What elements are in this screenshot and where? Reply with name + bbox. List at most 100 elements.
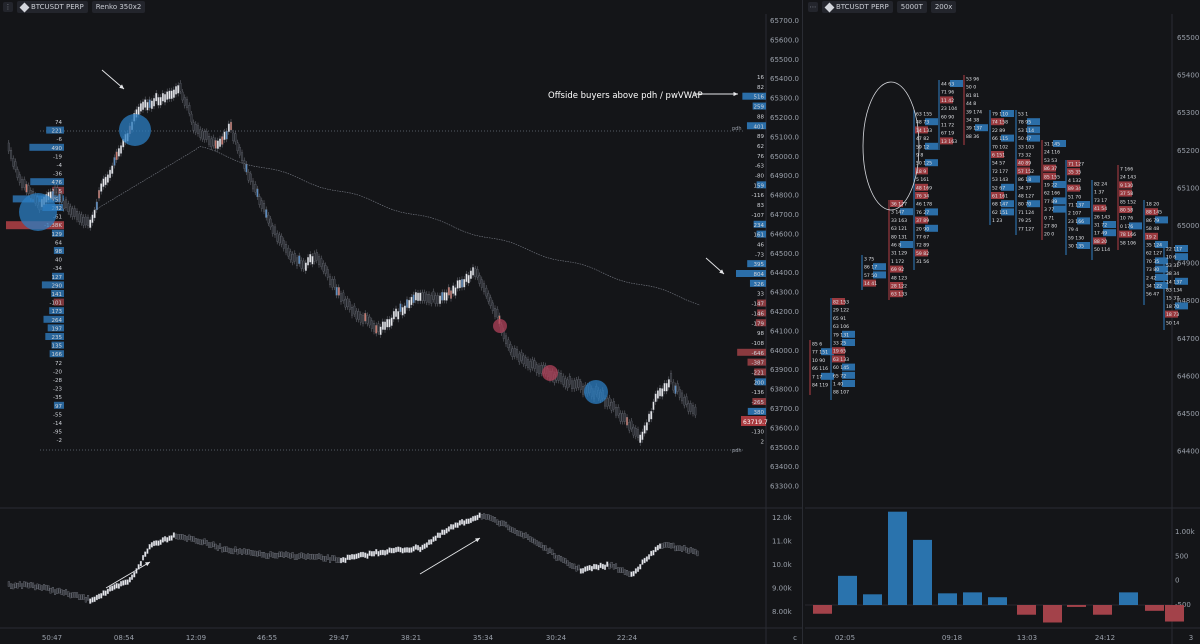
delta-volume-bar (1043, 605, 1062, 623)
price-tick-label: 65100 (1177, 184, 1199, 192)
footprint-bid-cell (1129, 222, 1142, 230)
left-chart-canvas[interactable]: 65700.0 65600.0 65500.0 65400.0 65300.0 65200… (0, 0, 803, 644)
time-tick-label: 38:21 (401, 634, 421, 642)
renko-brick (307, 257, 310, 266)
footprint-bid-cell (842, 363, 855, 371)
renko-brick (25, 184, 28, 193)
indicator-brick (505, 521, 508, 528)
indicator-brick (522, 532, 525, 539)
indicator-brick (694, 548, 697, 555)
renko-brick (10, 150, 13, 159)
right-chart-canvas[interactable]: 65500 65400 65300 65200 65100 65000 64900 64800… (805, 0, 1200, 644)
pdh-label: pdh (732, 126, 742, 132)
indicator-brick (538, 541, 541, 548)
indicator-brick (144, 551, 147, 557)
renko-chart-pane[interactable]: ⋮ BTCUSDT PERP Renko 350x2 65700.0 65600.… (0, 0, 803, 644)
zoom-chip[interactable]: 200x (930, 1, 957, 13)
renko-brick (447, 287, 450, 296)
right-symbol-label: BTCUSDT PERP (836, 3, 889, 11)
footprint-cell-text: 88 107 (833, 390, 849, 396)
left-symbol-chip[interactable]: BTCUSDT PERP (17, 1, 88, 13)
interval-chip[interactable]: 5000T (896, 1, 927, 13)
profile-bar (43, 315, 64, 323)
renko-brick (7, 142, 10, 152)
profile-bar (755, 319, 766, 327)
delta-volume-bar (1145, 605, 1164, 611)
indicator-brick (157, 540, 160, 546)
indicator-brick (285, 551, 288, 557)
footprint-ask-cell (915, 183, 928, 191)
footprint-cell-text: 53 143 (992, 177, 1008, 183)
right-profile-value: 82 (757, 85, 764, 91)
footprint-cell-text: 71 124 (1018, 210, 1034, 216)
footprint-ask-cell (1043, 164, 1056, 172)
renko-brick (278, 234, 281, 244)
right-profile-value: 2 (761, 439, 765, 445)
indicator-brick (637, 566, 640, 572)
renko-brick (212, 137, 215, 146)
renko-brick (689, 403, 692, 412)
footprint-bid-cell (1155, 265, 1168, 273)
footprint-cell-text: 60 145 (833, 365, 849, 371)
renko-brick (377, 323, 380, 332)
indicator-brick (447, 526, 450, 532)
indicator-brick (80, 594, 83, 600)
indicator-brick (148, 544, 151, 550)
renko-brick (203, 131, 206, 140)
footprint-cell-text: 31 129 (891, 251, 907, 257)
pane-menu-button[interactable]: ⋮ (3, 2, 13, 12)
indicator-brick (502, 520, 505, 527)
footprint-bid-cell (950, 80, 963, 87)
profile-bar (49, 350, 64, 358)
indicator-brick (630, 571, 633, 577)
renko-brick (485, 287, 488, 297)
renko-brick (100, 183, 103, 192)
left-profile-value: 97 (55, 404, 62, 410)
indicator-brick (390, 547, 393, 554)
profile-bar (755, 378, 766, 386)
indicator-brick (54, 589, 57, 595)
renko-brick (271, 225, 274, 234)
renko-brick (522, 355, 525, 365)
indicator-brick (626, 570, 629, 576)
profile-bar (46, 126, 64, 134)
right-symbol-chip[interactable]: BTCUSDT PERP (822, 1, 893, 13)
indicator-brick (43, 584, 46, 590)
renko-brick (533, 360, 536, 369)
indicator-brick (142, 555, 145, 561)
indicator-brick (412, 546, 415, 552)
delta-volume-bar (1017, 605, 1036, 615)
footprint-bid-cell (1175, 302, 1188, 310)
price-tick-label: 65600.0 (770, 36, 799, 44)
right-profile-value: 88 (757, 114, 764, 120)
indicator-brick (124, 579, 127, 585)
indicator-brick (271, 552, 274, 558)
footprint-cell-text: 26 143 (1094, 214, 1110, 220)
indicator-brick (423, 543, 426, 549)
indicator-brick (102, 590, 105, 596)
indicator-brick (29, 582, 32, 588)
price-tick-label: 64900 (1177, 260, 1199, 268)
chart-type-chip[interactable]: Renko 350x2 (91, 1, 146, 13)
left-profile-value: -55 (53, 412, 62, 418)
footprint-cell-text: 2 107 (1068, 211, 1081, 217)
indicator-brick (615, 563, 618, 569)
renko-brick (439, 295, 442, 304)
time-tick-label: 08:54 (114, 634, 135, 642)
footprint-bid-cell (1077, 217, 1090, 225)
indicator-brick (14, 582, 17, 589)
renko-brick (399, 303, 402, 312)
footprint-cell-text: 31 72 (1094, 223, 1107, 229)
price-tick-label: 64800 (1177, 297, 1199, 305)
renko-brick (69, 206, 72, 215)
indicator-brick (665, 542, 668, 548)
profile-bar (737, 348, 766, 356)
indicator-brick (417, 545, 420, 551)
right-pane-menu-button[interactable]: ⋯ (808, 2, 818, 12)
indicator-brick (230, 548, 233, 554)
indicator-brick (65, 589, 68, 595)
time-tick-label: 46:55 (257, 634, 277, 642)
left-profile-value: 476 (52, 180, 63, 186)
footprint-chart-pane[interactable]: ⋯ BTCUSDT PERP 5000T 200x 65500 65400 6530… (805, 0, 1200, 644)
footprint-cell-text: 9 130 (1120, 183, 1133, 189)
